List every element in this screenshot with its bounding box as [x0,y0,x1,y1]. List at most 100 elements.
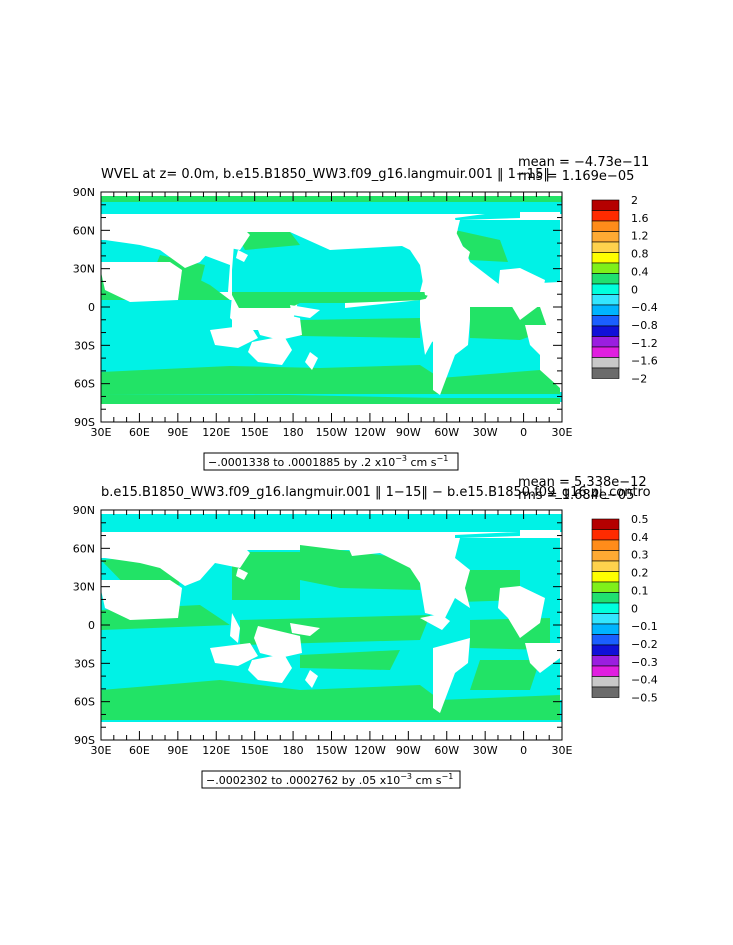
colorbar-label: 1.2 [631,230,649,243]
x-tick-label: 30W [473,426,498,439]
colorbar-swatch [591,357,620,369]
colorbar-swatch [591,210,620,222]
x-tick-label: 180 [283,744,304,757]
colorbar-swatch [591,262,620,274]
colorbar-swatch [591,613,620,625]
x-tick-label: 60W [434,744,459,757]
panel-1-mean: mean = −4.73e−11 [518,155,649,170]
colorbar-swatch [591,665,620,677]
colorbar-swatch [591,231,620,243]
y-tick-label: 60S [74,378,95,391]
panel-1-title: WVEL at z= 0.0m, b.e15.B1850_WW3.f09_g16… [101,167,550,182]
x-tick-label: 30E [91,744,112,757]
colorbar-swatch [591,304,620,316]
x-tick-label: 90W [396,744,421,757]
colorbar-swatch [591,623,620,635]
panel-1-y-ticks: 90N 60N 30N 0 30S 60S 90S [73,186,562,429]
x-tick-label: 90W [396,426,421,439]
y-tick-label: 90N [73,186,95,199]
colorbar-swatch [591,634,620,646]
colorbar-label: 2 [631,194,638,207]
colorbar-swatch [591,241,620,253]
colorbar-label: −1.6 [631,355,658,368]
panel-2-range-units: cm s [412,774,442,787]
x-tick-label: 120W [354,426,386,439]
x-tick-label: 30E [91,426,112,439]
panel-1: WVEL at z= 0.0m, b.e15.B1850_WW3.f09_g16… [73,155,658,471]
y-tick-label: 30S [74,657,95,670]
colorbar-label: −0.8 [631,319,658,332]
x-tick-label: 60W [434,426,459,439]
y-tick-label: 90S [74,734,95,747]
colorbar-label: 0 [631,283,638,296]
x-tick-label: 60E [129,426,150,439]
colorbar-label: −0.5 [631,692,658,705]
x-tick-label: 90E [167,744,188,757]
colorbar-swatch [591,252,620,264]
x-tick-label: 30E [552,426,573,439]
y-tick-label: 90S [74,416,95,429]
y-tick-label: 30S [74,339,95,352]
colorbar-label: 0.8 [631,248,649,261]
y-tick-label: 30N [73,263,95,276]
x-tick-label: 0 [520,426,527,439]
colorbar-swatch [591,199,620,211]
colorbar-swatch [591,550,620,562]
y-tick-label: 90N [73,504,95,517]
colorbar-swatch [591,325,620,337]
panel-2-rms: rms = 1.684e−05 [518,488,634,503]
panel-2-range-text: −.0002302 to .0002762 by .05 x10 [206,774,400,787]
panel-2-land [101,530,562,740]
colorbar-swatch [591,367,620,379]
panel-1-colorbar: 2 1.6 1.2 0.8 0.4 0 −0.4 −0.8 −1.2 −1.6 −2 [591,194,658,386]
panel-2: b.e15.B1850_WW3.f09_g16.langmuir.001 ‖ 1… [73,475,658,789]
x-tick-label: 150E [241,744,269,757]
colorbar-swatch [591,655,620,667]
colorbar-swatch [591,315,620,327]
panel-2-range-exp: −3 [400,772,412,781]
x-tick-label: 30E [552,744,573,757]
y-tick-label: 60N [73,224,95,237]
colorbar-swatch [591,676,620,688]
colorbar-label: −0.2 [631,638,658,651]
colorbar-label: 0.5 [631,513,649,526]
panel-2-range-units-exp: −1 [442,772,454,781]
colorbar-label: 0.4 [631,265,649,278]
panel-1-range-box: −.0001338 to .0001885 by .2 x10−3 cm s−1 [203,452,459,471]
colorbar-swatch [591,273,620,285]
colorbar-label: 0.1 [631,584,649,597]
colorbar-swatch [591,336,620,348]
x-tick-label: 120E [202,426,230,439]
colorbar-label: −0.3 [631,656,658,669]
y-tick-label: 60N [73,542,95,555]
colorbar-swatch [591,518,620,530]
panel-1-rms: rms = 1.169e−05 [518,169,634,184]
colorbar-swatch [591,571,620,583]
colorbar-label: 1.6 [631,212,649,225]
colorbar-swatch [591,644,620,656]
x-tick-label: 120E [202,744,230,757]
panel-1-map [101,192,562,422]
panel-2-y-ticks: 90N 60N 30N 0 30S 60S 90S [73,504,562,747]
x-tick-label: 90E [167,426,188,439]
panel-1-range-exp: −3 [395,454,407,463]
colorbar-label: 0 [631,602,638,615]
colorbar-label: 0.3 [631,549,649,562]
panel-2-range-box: −.0002302 to .0002762 by .05 x10−3 cm s−… [201,770,461,789]
y-tick-label: 30N [73,581,95,594]
x-tick-label: 60E [129,744,150,757]
x-tick-label: 120W [354,744,386,757]
panel-2-title: b.e15.B1850_WW3.f09_g16.langmuir.001 ‖ 1… [101,485,651,500]
colorbar-swatch [591,539,620,551]
colorbar-swatch [591,294,620,306]
y-tick-label: 0 [88,619,95,632]
x-tick-label: 150W [316,744,348,757]
colorbar-label: −0.4 [631,674,658,687]
y-tick-label: 0 [88,301,95,314]
colorbar-label: −2 [631,373,647,386]
colorbar-swatch [591,346,620,358]
colorbar-swatch [591,560,620,572]
colorbar-swatch [591,592,620,604]
colorbar-swatch [591,686,620,698]
